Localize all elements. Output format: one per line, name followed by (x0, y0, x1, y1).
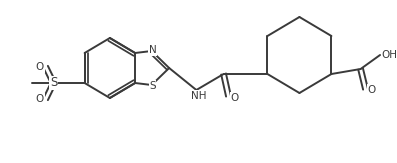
Text: OH: OH (382, 50, 397, 60)
Text: O: O (230, 93, 239, 103)
Text: S: S (149, 81, 156, 91)
Text: O: O (36, 94, 44, 104)
Text: N: N (149, 45, 156, 55)
Text: O: O (367, 85, 376, 95)
Text: S: S (50, 76, 57, 89)
Text: O: O (36, 62, 44, 72)
Text: NH: NH (191, 91, 206, 101)
